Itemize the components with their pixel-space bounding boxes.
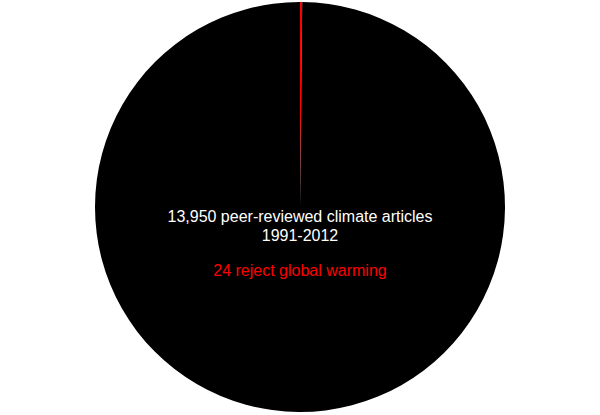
svg-text:13,950 peer-reviewed climate a: 13,950 peer-reviewed climate articles <box>167 208 432 225</box>
svg-text:1991-2012: 1991-2012 <box>262 227 339 244</box>
svg-text:24 reject global warming: 24 reject global warming <box>213 262 386 279</box>
